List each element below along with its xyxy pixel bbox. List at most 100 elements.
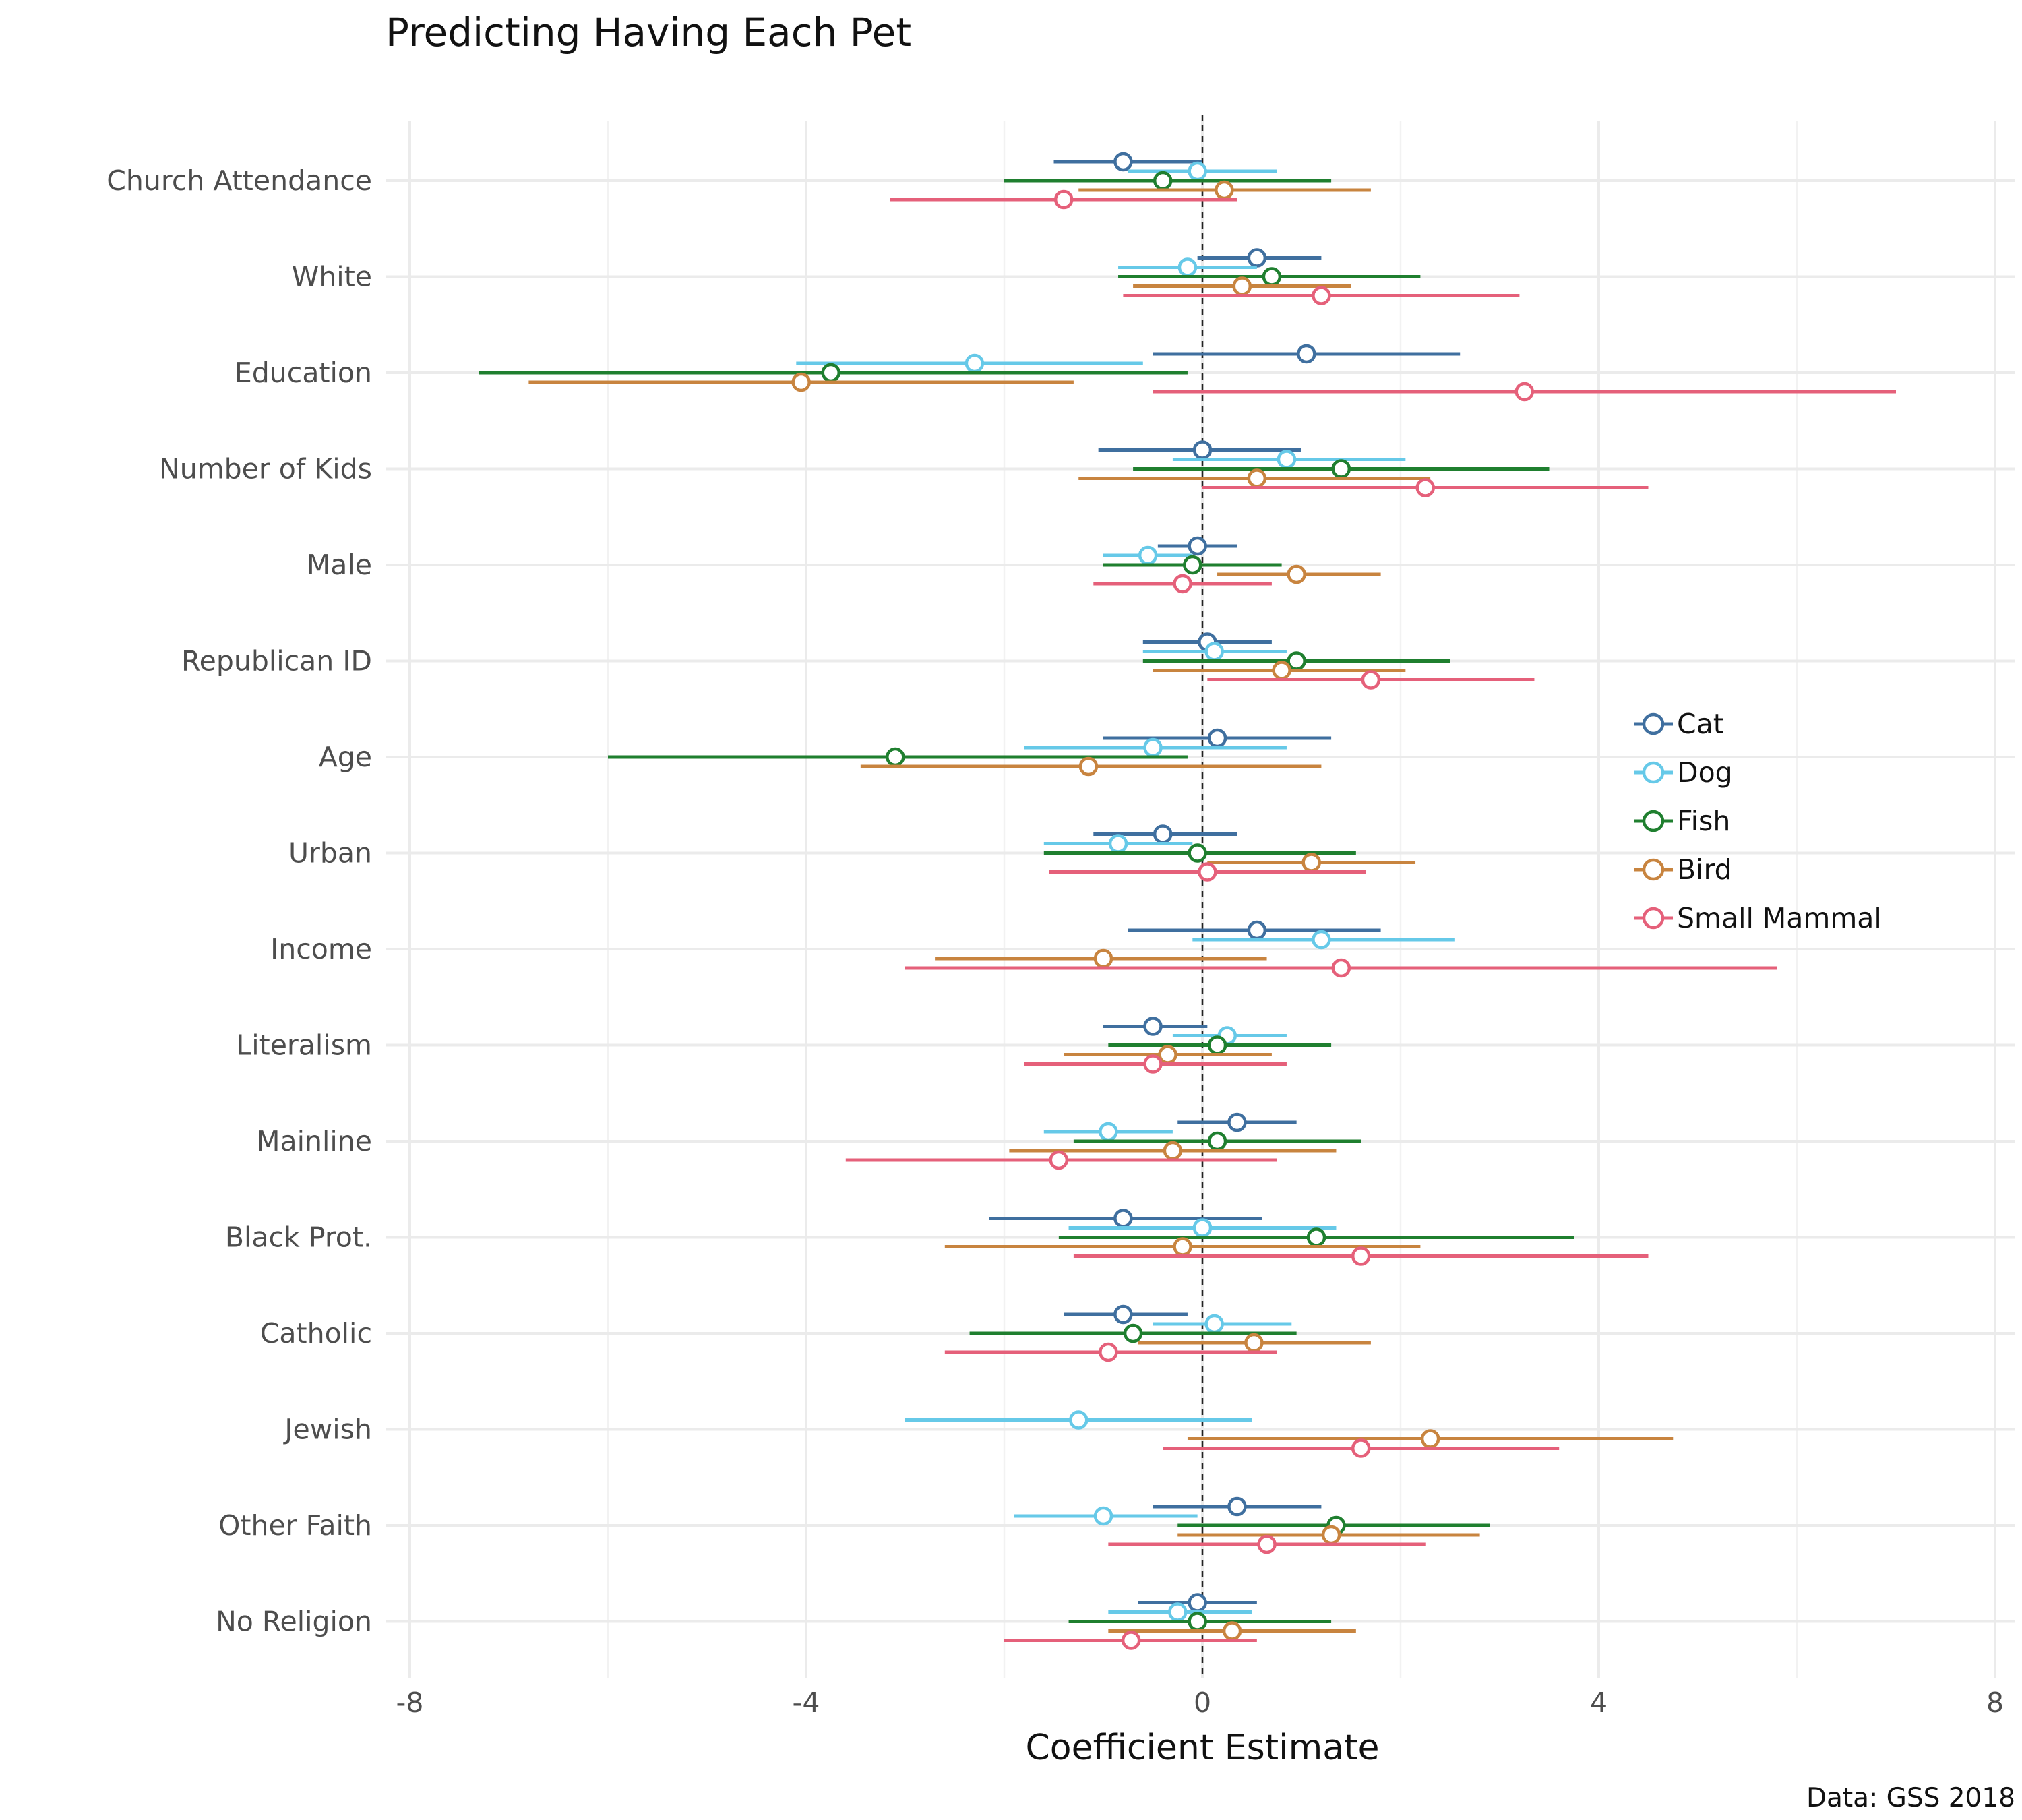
estimate-point [1188,1612,1207,1631]
estimate-point [1227,1496,1247,1517]
estimate-point [1188,1593,1207,1612]
estimate-point [1312,930,1331,950]
estimate-point [1143,1054,1163,1074]
legend-key-point [1642,712,1665,735]
estimate-point [1163,1141,1183,1161]
estimate-point [1277,450,1297,469]
series-bird [528,180,1674,1641]
estimate-point [1192,1218,1213,1238]
estimate-point [1069,1410,1089,1430]
x-tick-label: 0 [1194,1687,1211,1719]
estimate-point [1204,642,1224,661]
estimate-point [1204,1314,1224,1334]
estimate-point [886,747,905,767]
estimate-point [1113,1209,1133,1228]
series-cat [989,152,1461,1612]
estimate-point [1138,545,1158,566]
estimate-point [1215,180,1234,200]
estimate-point [1099,1342,1118,1362]
estimate-point [1297,344,1316,364]
y-tick-label: Church Attendance [106,164,372,197]
estimate-point [1093,1506,1113,1526]
legend-key-point [1642,858,1665,881]
legend: Cat Dog Fish Bird Small Mammal [1634,708,1882,934]
estimate-point [964,353,985,373]
estimate-point [1247,248,1267,268]
estimate-point [1188,161,1207,181]
estimate-point [1272,661,1291,680]
y-tick-label: Other Faith [218,1509,372,1542]
y-tick-label: White [292,261,372,293]
estimate-point [1099,1122,1118,1142]
legend-item: Bird [1634,853,1732,886]
legend-item: Fish [1634,805,1730,837]
coefficient-marks [479,152,1896,1650]
estimate-point [1113,152,1133,172]
estimate-point [1143,1017,1163,1036]
x-axis-ticks: -8 -4 0 4 8 [396,1687,2004,1719]
estimate-point [1257,1534,1277,1554]
estimate-point [1351,1438,1371,1458]
estimate-point [1306,1227,1326,1247]
series-small-mammal [845,189,1896,1650]
estimate-point [1192,440,1213,460]
estimate-point [1244,1333,1264,1353]
legend-item: Small Mammal [1634,902,1882,934]
estimate-point [1207,1131,1227,1151]
estimate-point [1312,286,1331,305]
estimate-point [1143,737,1163,758]
estimate-point [1108,834,1128,853]
estimate-point [1331,958,1351,978]
x-tick-label: -8 [396,1687,424,1719]
y-tick-label: Male [307,549,372,581]
estimate-point [1247,468,1267,488]
estimate-point [1053,189,1074,210]
legend-label: Small Mammal [1677,902,1882,934]
legend-key-point [1642,810,1665,832]
y-tick-label: Education [235,357,372,389]
x-tick-label: 8 [1986,1687,2004,1719]
estimate-point [1222,1621,1242,1641]
chart-title: Predicting Having Each Pet [386,9,911,55]
estimate-point [1247,920,1267,940]
estimate-point [1078,756,1099,777]
estimate-point [1049,1150,1069,1170]
legend-label: Bird [1677,853,1732,886]
series-fish [479,171,1574,1631]
estimate-point [1227,1112,1247,1132]
x-tick-label: 4 [1590,1687,1607,1719]
y-tick-label: Literalism [236,1029,372,1062]
estimate-point [1321,1525,1341,1545]
x-tick-label: -4 [793,1687,820,1719]
estimate-point [821,363,840,383]
estimate-point [1153,824,1173,844]
legend-label: Dog [1677,756,1733,789]
estimate-point [1361,670,1381,690]
legend-key-point [1642,761,1665,784]
estimate-point [1207,1035,1227,1055]
series-dog [796,161,1455,1622]
estimate-point [791,372,811,392]
estimate-point [1287,564,1306,584]
y-tick-label: Number of Kids [159,453,372,485]
estimate-point [1123,1323,1143,1343]
estimate-point [1420,1429,1440,1449]
y-tick-label: Republican ID [181,645,372,677]
estimate-point [1198,862,1217,882]
legend-item: Cat [1634,708,1724,740]
estimate-point [1415,478,1435,497]
estimate-point [1153,171,1173,191]
estimate-point [1173,1237,1192,1256]
y-tick-label: Black Prot. [225,1221,372,1254]
estimate-point [1351,1246,1371,1266]
y-tick-label: Age [319,741,372,773]
legend-key-point [1642,907,1665,930]
y-tick-label: No Religion [216,1606,372,1638]
estimate-point [1121,1631,1141,1650]
caption: Data: GSS 2018 [1806,1783,2015,1813]
estimate-point [1232,276,1252,296]
y-tick-label: Catholic [260,1317,372,1349]
estimate-point [1113,1304,1133,1325]
estimate-point [1331,459,1351,479]
